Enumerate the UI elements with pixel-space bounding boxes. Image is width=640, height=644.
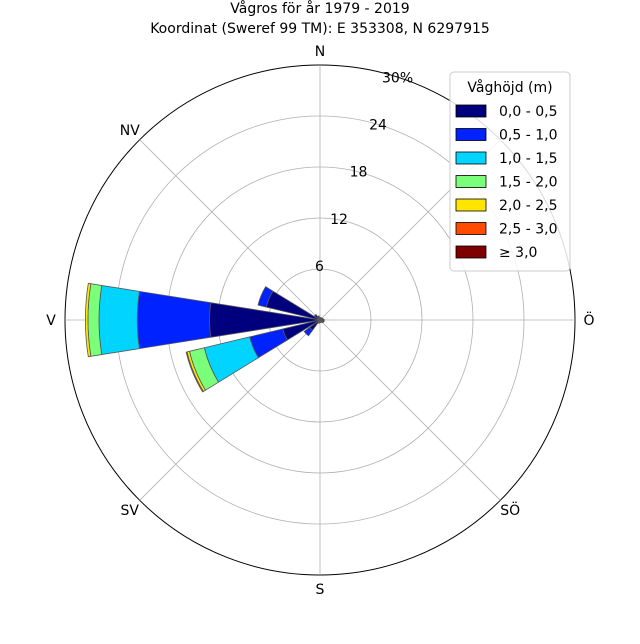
direction-label: SÖ — [500, 501, 520, 519]
legend-label: 2,5 - 3,0 — [499, 222, 557, 238]
legend-label: 1,5 - 2,0 — [499, 175, 557, 191]
direction-label: N — [315, 44, 325, 60]
legend-swatch — [455, 104, 487, 118]
grid-spoke — [139, 139, 321, 321]
chart-subtitle: Koordinat (Sweref 99 TM): E 353308, N 62… — [150, 21, 490, 37]
radial-tick-label: 12 — [330, 212, 348, 228]
direction-label: Ö — [583, 311, 594, 329]
legend: Våghöjd (m) 0,0 - 0,5 0,5 - 1,0 1,0 - 1,5 1… — [449, 71, 571, 272]
direction-label: V — [46, 313, 56, 329]
direction-label: S — [316, 582, 325, 598]
grid-spoke — [139, 319, 321, 501]
legend-swatch — [455, 245, 487, 259]
legend-box — [449, 71, 571, 272]
bar-segment — [313, 313, 321, 321]
legend-swatch — [455, 198, 487, 212]
grid-spoke — [319, 319, 501, 501]
windrose-bars — [85, 282, 325, 393]
legend-label: 1,0 - 1,5 — [499, 151, 557, 167]
bar-segment — [85, 282, 92, 358]
legend-label: 0,0 - 0,5 — [499, 104, 557, 120]
bar-segment — [209, 302, 321, 338]
radial-tick-label: 24 — [369, 118, 387, 134]
bar-segment — [136, 290, 212, 350]
legend-title: Våghöjd (m) — [467, 79, 552, 96]
legend-label: ≥ 3,0 — [499, 245, 537, 261]
bar-segment — [185, 351, 204, 393]
polar-axis-labels: N NV Ö SÖ S SV V 6 12 18 24 30% — [46, 44, 594, 598]
direction-label: NV — [120, 123, 140, 139]
legend-swatch — [455, 175, 487, 188]
legend-label: 0,5 - 1,0 — [499, 128, 557, 144]
bar-segment — [303, 326, 314, 337]
bar-segment — [98, 284, 140, 356]
radial-tick-label: 30% — [382, 70, 413, 86]
radial-tick-label: 18 — [350, 165, 368, 181]
bar-segment — [317, 315, 321, 321]
chart-title: Vågros för år 1979 - 2019 — [230, 0, 409, 17]
legend-swatch — [455, 222, 487, 235]
direction-label: SV — [121, 503, 140, 519]
legend-swatch — [455, 151, 487, 165]
legend-label: 2,0 - 2,5 — [499, 198, 557, 214]
legend-swatch — [455, 128, 487, 141]
bar-segment — [257, 286, 274, 308]
radial-tick-label: 6 — [315, 259, 324, 275]
